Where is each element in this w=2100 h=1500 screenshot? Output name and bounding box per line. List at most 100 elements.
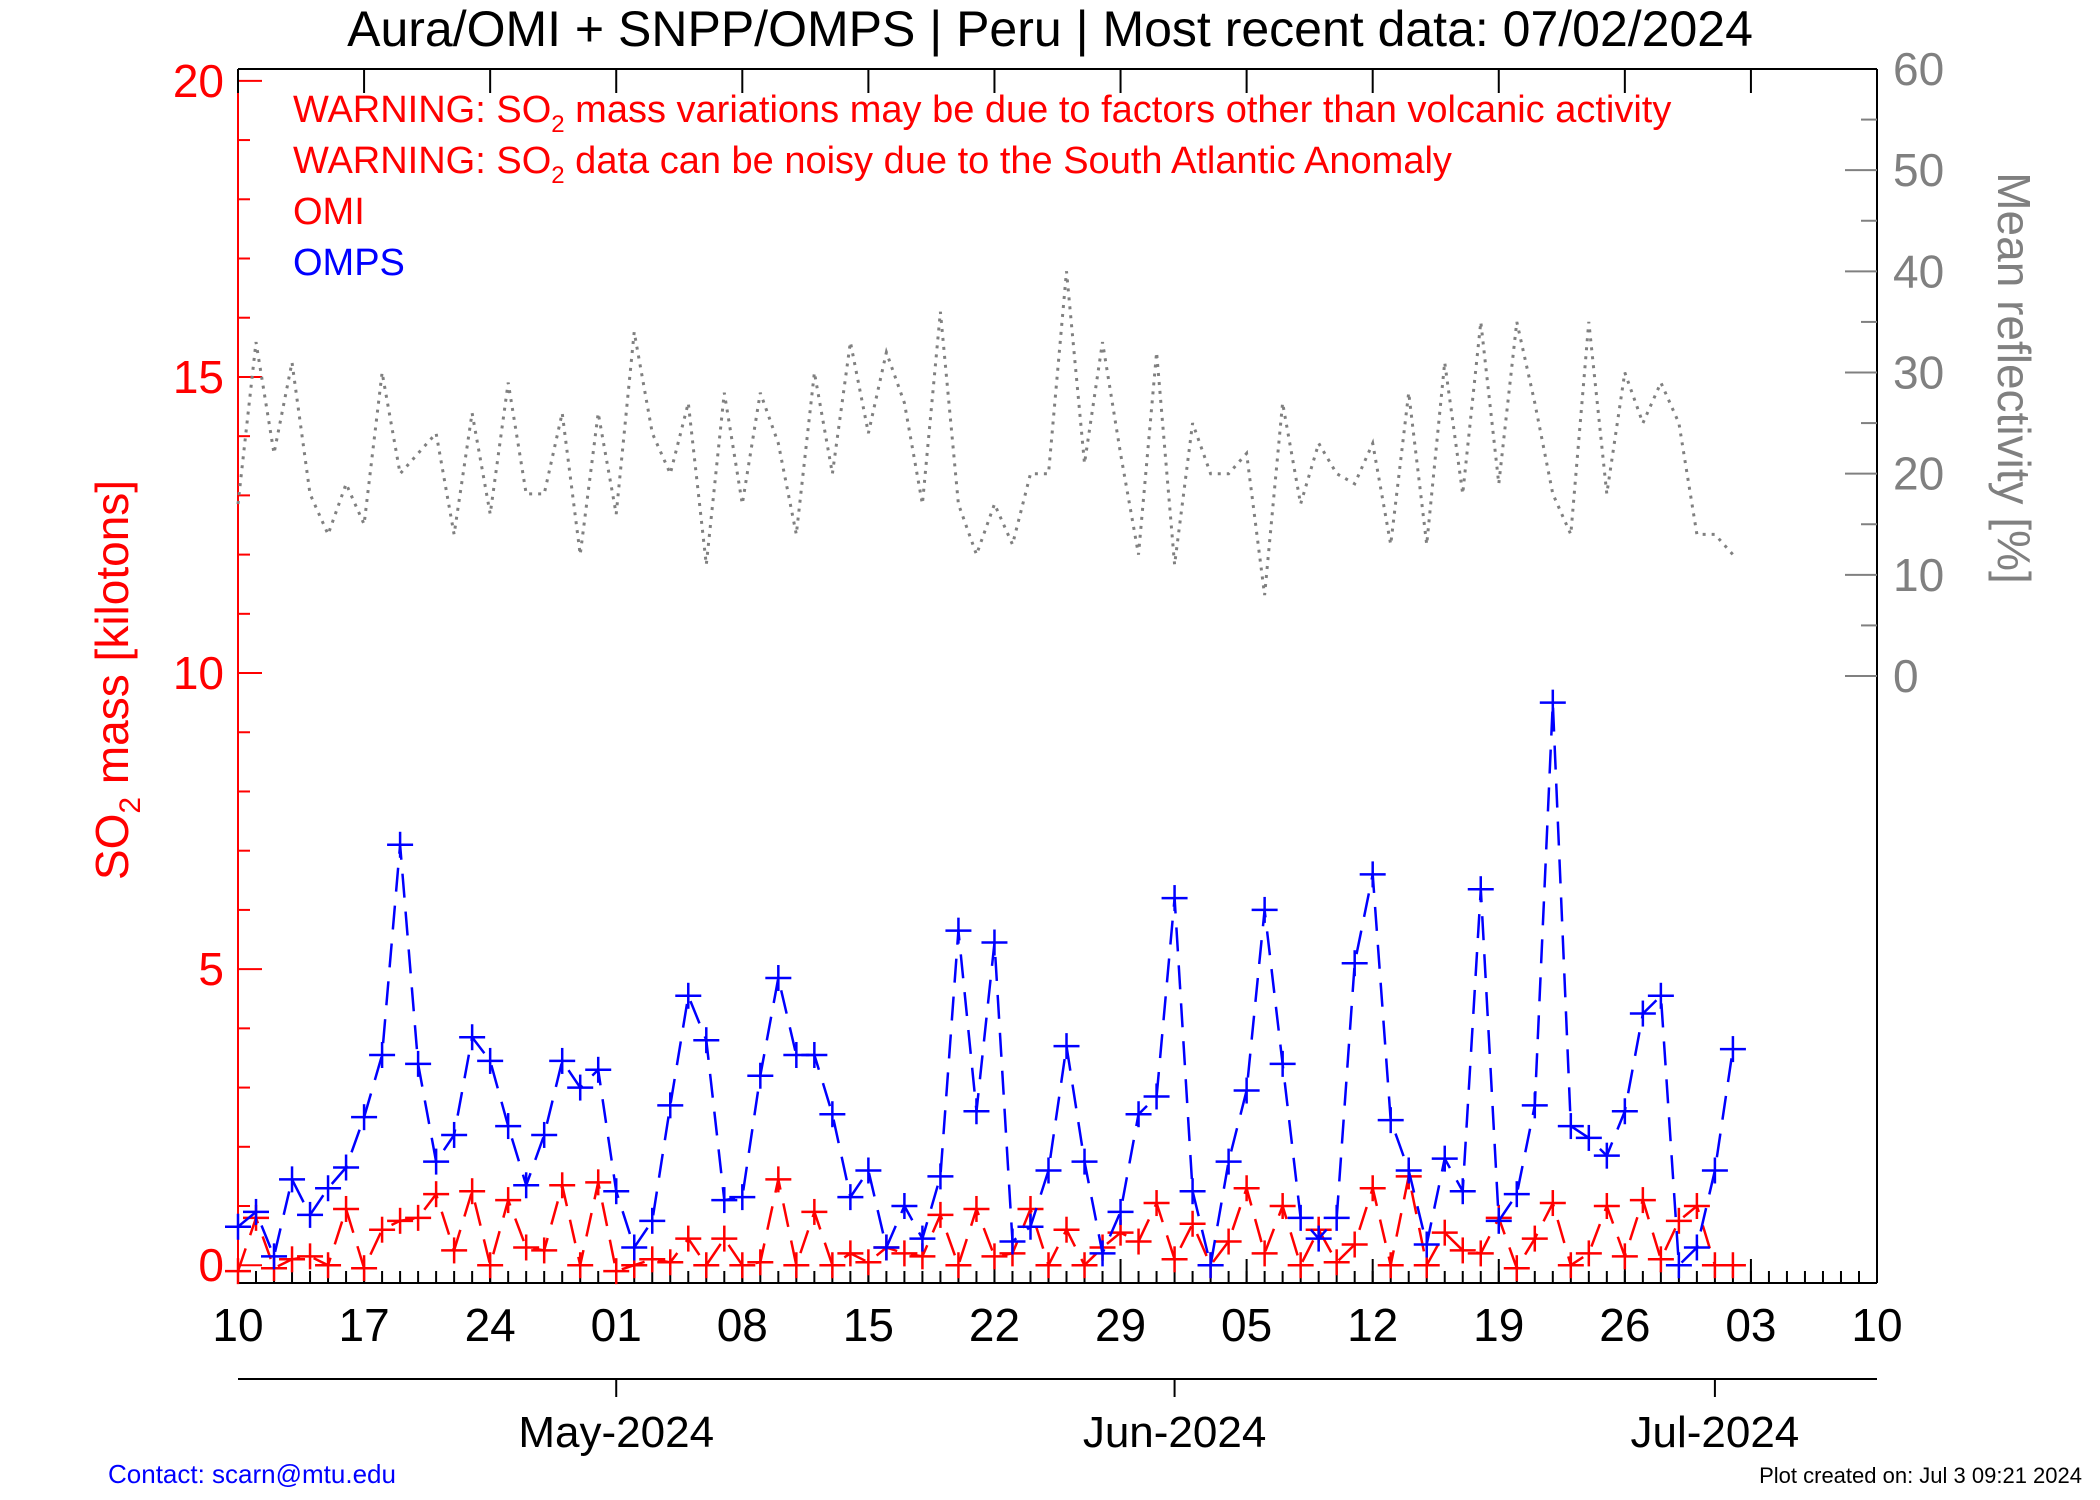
omi-point [1377,1252,1404,1279]
omps-point [1215,1148,1242,1175]
omps-point [1611,1098,1638,1125]
month-label: Jun-2024 [1083,1408,1266,1457]
omi-point [531,1237,558,1264]
omps-point [297,1201,324,1228]
x-axis: 10 17 24 01 08 15 22 29 05 12 19 26 03 10 [212,68,1903,1351]
omps-point [1539,689,1566,716]
omps-point [1035,1157,1062,1184]
left-tick-label: 0 [198,1239,224,1291]
omps-point [351,1104,378,1131]
x-tick-label: 22 [969,1299,1020,1351]
omi-point [441,1237,468,1264]
omps-point [891,1193,918,1220]
omi-point [351,1255,378,1282]
right-tick-label: 20 [1893,448,1944,500]
omps-point [1647,982,1674,1009]
omps-point [1197,1252,1224,1279]
omi-point [1719,1252,1746,1279]
right-tick-label: 60 [1893,43,1944,95]
omps-point [1305,1225,1332,1252]
omps-point [639,1207,666,1234]
omi-point [1593,1193,1620,1220]
omi-point [1629,1187,1656,1214]
omi-point [1431,1219,1458,1246]
omps-point [909,1225,936,1252]
contact-text: Contact: scarn@mtu.edu [108,1459,396,1489]
omps-point [1359,861,1386,888]
omi-point [1053,1216,1080,1243]
omps-point [1179,1178,1206,1205]
omps-point [1629,1000,1656,1027]
left-tick-label: 15 [173,351,224,403]
omps-point [585,1056,612,1083]
omps-point [819,1101,846,1128]
omi-point [747,1249,774,1276]
omps-point [657,1092,684,1119]
omi-point [963,1195,990,1222]
omps-point [495,1113,522,1140]
x-tick-label: 17 [338,1299,389,1351]
omi-point [1521,1225,1548,1252]
omps-point [477,1047,504,1074]
omi-point [1125,1228,1152,1255]
left-tick-label: 10 [173,647,224,699]
omps-point [1431,1145,1458,1172]
x-tick-label: 05 [1221,1299,1272,1351]
omps-point [1665,1252,1692,1279]
omps-point [675,982,702,1009]
omi-point [297,1243,324,1270]
omi-point [693,1252,720,1279]
omps-point [1557,1113,1584,1140]
x-tick-label: 10 [1851,1299,1902,1351]
omi-point [585,1169,612,1196]
omps-point [945,917,972,944]
omps-point [1071,1148,1098,1175]
omps-point [1683,1234,1710,1261]
omps-point [1521,1092,1548,1119]
x-tick-label: 29 [1095,1299,1146,1351]
omi-point [855,1249,882,1276]
left-axis: 0 5 10 15 20 [173,55,262,1291]
x-tick-label: 26 [1599,1299,1650,1351]
omi-point [837,1240,864,1267]
omps-point [225,1213,251,1240]
warning-line-2: WARNING: SO2 data can be noisy due to th… [293,140,1452,189]
omi-point [1341,1231,1368,1258]
omps-point [1143,1083,1170,1110]
month-label: Jul-2024 [1631,1408,1800,1457]
x-tick-label: 01 [591,1299,642,1351]
x-tick-label: 15 [843,1299,894,1351]
omps-point [855,1157,882,1184]
omps-point [423,1148,450,1175]
omi-point [1161,1246,1188,1273]
omps-point [459,1024,486,1051]
warning-notes: WARNING: SO2 mass variations may be due … [293,89,1671,189]
omi-point [1503,1255,1530,1282]
omi-point [1323,1249,1350,1276]
omi-point [1269,1193,1296,1220]
omps-point [1593,1142,1620,1169]
omi-point [1611,1243,1638,1270]
left-tick-label: 5 [198,943,224,995]
omps-point [513,1172,540,1199]
omps-point [1125,1101,1152,1128]
omi-point [603,1258,630,1285]
omps-point [405,1050,432,1077]
series-layer [225,271,1746,1285]
omps-line [237,702,1735,1269]
plot-created-text: Plot created on: Jul 3 09:21 2024 [1759,1463,2082,1488]
omi-point [711,1225,738,1252]
omps-point [999,1228,1026,1255]
right-tick-label: 0 [1893,650,1919,702]
omps-point [1089,1240,1116,1267]
omi-point [1035,1252,1062,1279]
omi-point [675,1225,702,1252]
right-tick-label: 10 [1893,549,1944,601]
omps-point [1053,1033,1080,1060]
omps-point [747,1062,774,1089]
omi-point [459,1178,486,1205]
right-axis: 0 10 20 30 40 50 60 [1845,43,1944,1283]
omps-point [693,1027,720,1054]
x-tick-label: 19 [1473,1299,1524,1351]
omi-point [981,1243,1008,1270]
